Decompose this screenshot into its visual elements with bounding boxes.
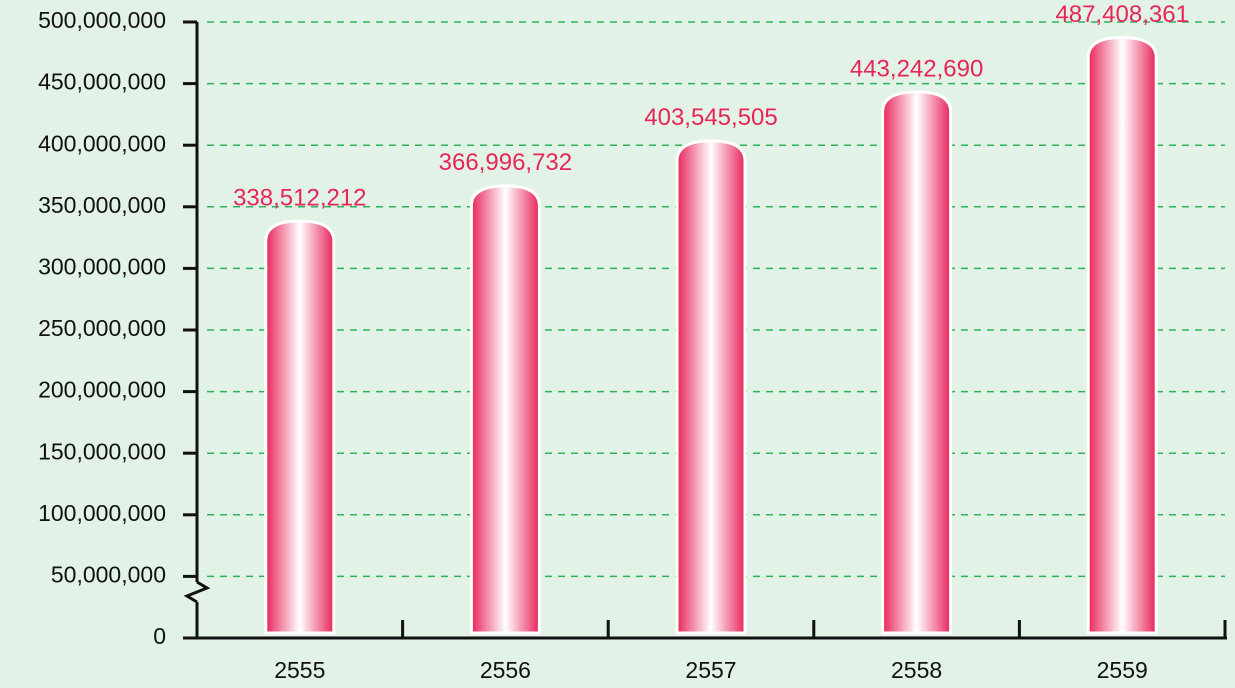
x-tick-label: 2555 xyxy=(274,657,325,683)
y-tick-label: 500,000,000 xyxy=(38,7,166,33)
x-tick-label: 2557 xyxy=(685,657,736,683)
bar xyxy=(264,219,336,635)
value-label: 487,408,361 xyxy=(1055,1,1188,28)
y-tick-label: 250,000,000 xyxy=(38,315,166,341)
x-tick-label: 2558 xyxy=(891,657,942,683)
y-tick-label: 400,000,000 xyxy=(38,130,166,156)
y-tick-label: 0 xyxy=(153,623,166,649)
axis-break xyxy=(183,580,211,604)
bar xyxy=(675,139,747,635)
x-tick-label: 2559 xyxy=(1097,657,1148,683)
value-label: 403,545,505 xyxy=(644,104,777,131)
y-tick-label: 350,000,000 xyxy=(38,192,166,218)
x-tick-label: 2556 xyxy=(480,657,531,683)
labels: 0 50,000,000 100,000,000 150,000,000 200,000… xyxy=(38,1,1227,683)
y-tick-label: 50,000,000 xyxy=(51,561,166,587)
bar xyxy=(469,184,541,635)
bars xyxy=(264,36,1158,635)
value-label: 338,512,212 xyxy=(233,184,366,211)
y-tick-label: 450,000,000 xyxy=(38,69,166,95)
value-label: 443,242,690 xyxy=(850,55,983,82)
y-tick-label: 100,000,000 xyxy=(38,500,166,526)
bar xyxy=(1086,36,1158,635)
bar xyxy=(881,90,953,635)
y-tick-label: 200,000,000 xyxy=(38,377,166,403)
y-tick-label: 150,000,000 xyxy=(38,438,166,464)
y-tick-label: 300,000,000 xyxy=(38,253,166,279)
value-label: 366,996,732 xyxy=(439,149,572,176)
